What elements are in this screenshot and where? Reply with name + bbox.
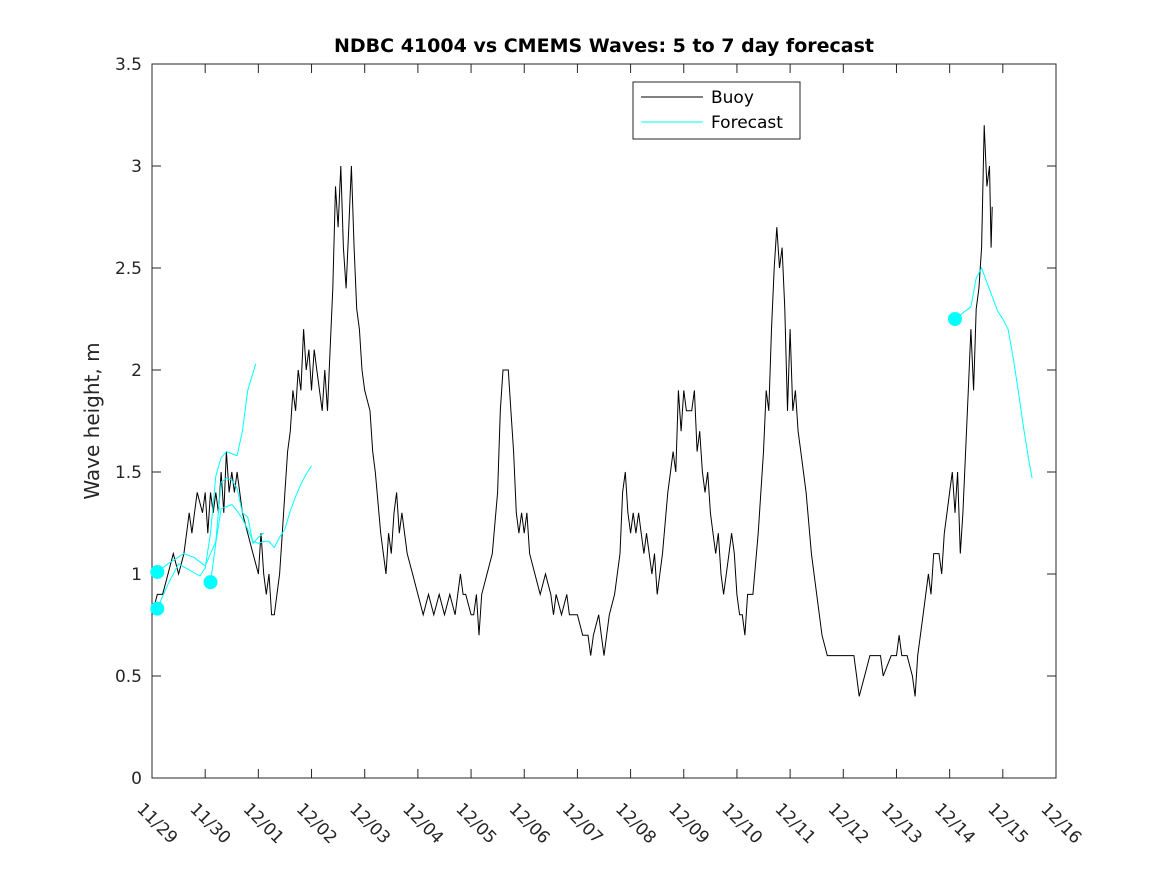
series-line-forecast-4: [954, 266, 1033, 479]
series-line-forecast-1: [156, 477, 265, 573]
y-tick-label: 0: [131, 769, 142, 789]
y-tick-label: 1: [131, 565, 142, 585]
forecast-start-marker-4: [947, 312, 962, 326]
plot-lines: [150, 125, 1033, 697]
x-tick-label: 12/01: [239, 799, 288, 848]
plot-area: [151, 63, 1057, 779]
x-tick-label: 12/03: [345, 799, 394, 848]
forecast-start-marker-3: [203, 575, 218, 590]
y-tick-label: 3.5: [115, 55, 142, 75]
series-line-buoy: [151, 125, 993, 697]
x-tick-label: 12/04: [398, 799, 447, 848]
legend-entry-forecast: Forecast: [711, 113, 783, 133]
x-tick-label: 12/07: [558, 799, 607, 848]
x-tick-label: 12/06: [505, 799, 554, 848]
x-tick-label: 12/10: [717, 799, 766, 848]
x-tick-label: 12/05: [452, 799, 501, 848]
x-tick-label: 11/29: [132, 799, 181, 848]
x-tick-label: 12/09: [664, 799, 713, 848]
x-tick-label: 12/08: [611, 799, 660, 848]
y-tick-label: 2: [131, 361, 142, 381]
legend: Buoy Forecast: [632, 81, 801, 140]
forecast-start-marker-1: [150, 564, 165, 579]
x-tick-label: 12/02: [292, 799, 341, 848]
x-tick-label: 12/11: [771, 799, 820, 848]
x-tick-label: 12/15: [983, 799, 1032, 848]
legend-entry-buoy: Buoy: [711, 88, 754, 108]
series-line-forecast-3: [210, 465, 312, 583]
legend-box: [632, 81, 801, 140]
y-tick-label: 3: [131, 157, 142, 177]
y-tick-label: 0.5: [115, 667, 142, 687]
x-tick-label: 12/14: [930, 799, 979, 848]
y-tick-label: 1.5: [115, 463, 142, 483]
x-tick-label: 12/12: [824, 799, 873, 848]
y-axis-label: Wave height, m: [80, 342, 104, 499]
forecast-start-marker-2: [150, 601, 165, 616]
series-line-forecast-2: [156, 363, 257, 609]
x-tick-label: 12/13: [877, 799, 926, 848]
x-tick-label: 11/30: [186, 799, 235, 848]
y-tick-label: 2.5: [115, 259, 142, 279]
chart-title: NDBC 41004 vs CMEMS Waves: 5 to 7 day fo…: [334, 35, 874, 57]
y-axis: 0 0.5 1 1.5 2 2.5 3 3.5: [115, 55, 1056, 789]
x-tick-label: 12/16: [1036, 799, 1085, 848]
